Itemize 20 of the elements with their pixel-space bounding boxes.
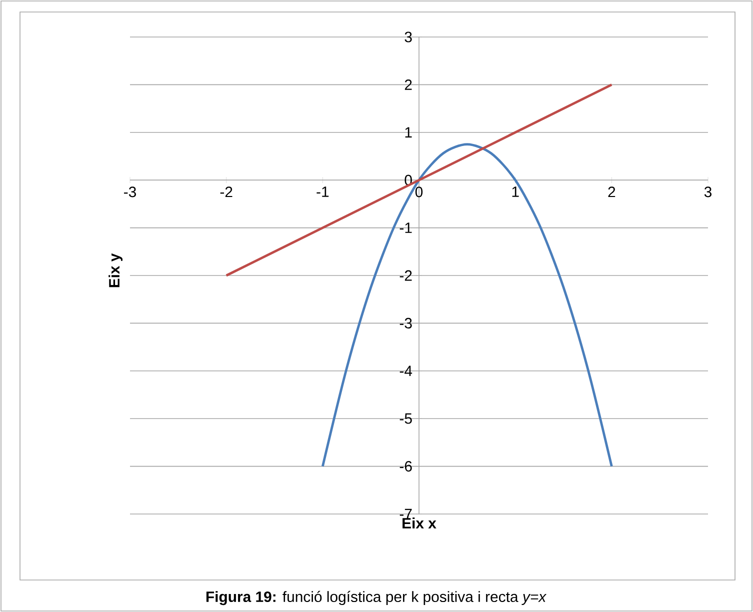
y-tick-label: -2 (400, 270, 412, 281)
y-tick-label: -4 (400, 366, 412, 376)
y-tick-label: -3 (400, 318, 412, 328)
y-tick-label: -1 (400, 222, 412, 233)
y-axis-title: Eix y (108, 253, 123, 288)
x-tick-label: 1 (512, 186, 519, 197)
y-tick-label: -6 (400, 461, 412, 472)
y-tick-label: 2 (404, 79, 412, 90)
x-tick-label: 2 (608, 186, 616, 198)
x-axis-title: Eix x (402, 518, 436, 528)
x-tick-label: -3 (124, 186, 136, 198)
y-tick-label: 3 (404, 32, 412, 42)
y-tick-label: -7 (400, 508, 412, 520)
x-tick-label: 3 (704, 186, 712, 198)
y-tick-label: -5 (400, 413, 412, 424)
x-tick-label: 0 (415, 186, 423, 198)
x-tick-label: -2 (220, 186, 232, 198)
y-tick-label: 1 (405, 127, 412, 138)
x-tick-label: -1 (316, 186, 329, 197)
text: Figura 19: funció logística per k positiva i recta y=x (206, 590, 547, 606)
